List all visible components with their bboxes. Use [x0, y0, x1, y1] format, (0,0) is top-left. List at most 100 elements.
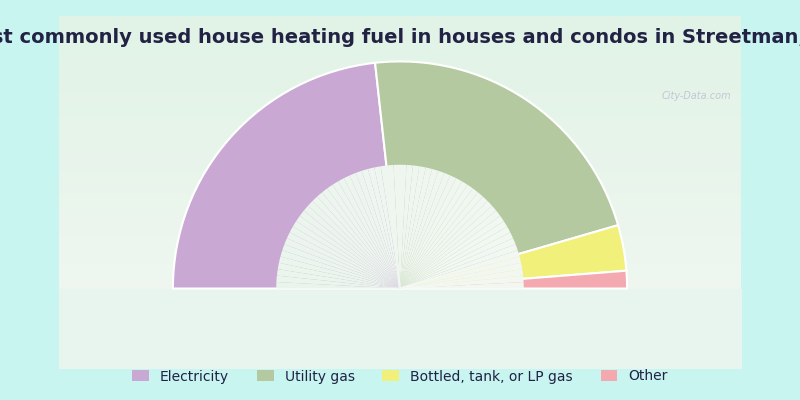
- Bar: [59, 28, 741, 34]
- Bar: [59, 221, 741, 227]
- Bar: [59, 157, 741, 163]
- Bar: [59, 321, 741, 327]
- Wedge shape: [362, 169, 400, 288]
- Bar: [59, 122, 741, 128]
- Bar: [59, 333, 741, 339]
- Bar: [59, 344, 741, 350]
- Wedge shape: [356, 171, 400, 288]
- Wedge shape: [400, 166, 419, 288]
- Wedge shape: [400, 244, 518, 288]
- Wedge shape: [400, 269, 523, 288]
- Bar: [59, 251, 741, 256]
- Bar: [59, 339, 741, 344]
- Bar: [59, 245, 741, 251]
- Legend: Electricity, Utility gas, Bottled, tank, or LP gas, Other: Electricity, Utility gas, Bottled, tank,…: [126, 364, 674, 389]
- Bar: [59, 168, 741, 174]
- Bar: [59, 86, 741, 92]
- Wedge shape: [400, 169, 438, 288]
- Wedge shape: [400, 206, 496, 288]
- Wedge shape: [387, 165, 400, 288]
- Wedge shape: [400, 282, 524, 288]
- Wedge shape: [400, 165, 413, 288]
- Wedge shape: [400, 250, 519, 288]
- Wedge shape: [300, 211, 400, 288]
- Bar: [59, 163, 741, 168]
- Bar: [59, 80, 741, 86]
- Wedge shape: [400, 276, 523, 288]
- Wedge shape: [338, 178, 400, 288]
- Wedge shape: [400, 196, 487, 288]
- Wedge shape: [276, 282, 400, 288]
- Bar: [59, 92, 741, 98]
- Bar: [59, 45, 741, 51]
- Wedge shape: [296, 216, 400, 288]
- Bar: [59, 256, 741, 262]
- Wedge shape: [400, 232, 513, 288]
- Wedge shape: [173, 63, 400, 288]
- Bar: [59, 227, 741, 233]
- Bar: [59, 268, 741, 274]
- Wedge shape: [400, 201, 492, 288]
- Wedge shape: [290, 227, 400, 288]
- Bar: [59, 128, 741, 133]
- Wedge shape: [308, 201, 400, 288]
- Wedge shape: [400, 225, 626, 288]
- Bar: [59, 280, 741, 286]
- Bar: [59, 327, 741, 333]
- Wedge shape: [344, 176, 400, 288]
- Wedge shape: [304, 206, 400, 288]
- Bar: [59, 239, 741, 245]
- Bar: [59, 34, 741, 40]
- Bar: [59, 139, 741, 145]
- Bar: [59, 180, 741, 186]
- Bar: [59, 104, 741, 110]
- Bar: [59, 40, 741, 45]
- Wedge shape: [293, 221, 400, 288]
- Wedge shape: [400, 263, 522, 288]
- Bar: [59, 210, 741, 216]
- Bar: [59, 116, 741, 122]
- Wedge shape: [400, 173, 450, 288]
- Bar: [59, 63, 741, 69]
- Wedge shape: [400, 221, 507, 288]
- Wedge shape: [400, 256, 521, 288]
- Bar: [59, 298, 741, 304]
- Bar: [59, 304, 741, 309]
- Bar: [59, 262, 741, 268]
- Wedge shape: [400, 176, 456, 288]
- Bar: [59, 22, 741, 28]
- Wedge shape: [287, 232, 400, 288]
- Wedge shape: [400, 227, 510, 288]
- Wedge shape: [322, 188, 400, 288]
- Bar: [59, 75, 741, 80]
- Wedge shape: [400, 178, 462, 288]
- Bar: [59, 151, 741, 157]
- Wedge shape: [327, 185, 400, 288]
- Wedge shape: [374, 166, 400, 288]
- Wedge shape: [400, 192, 483, 288]
- Wedge shape: [400, 216, 504, 288]
- Wedge shape: [400, 181, 467, 288]
- Wedge shape: [333, 181, 400, 288]
- Bar: [59, 286, 741, 292]
- Wedge shape: [368, 168, 400, 288]
- Wedge shape: [400, 171, 444, 288]
- Bar: [59, 198, 741, 204]
- Bar: [59, 204, 741, 210]
- Wedge shape: [394, 165, 400, 288]
- Bar: [59, 309, 741, 315]
- Text: Most commonly used house heating fuel in houses and condos in Streetman, TX: Most commonly used house heating fuel in…: [0, 28, 800, 47]
- Bar: [59, 186, 741, 192]
- Bar: [59, 145, 741, 151]
- Wedge shape: [400, 165, 406, 288]
- Bar: [59, 51, 741, 57]
- Wedge shape: [350, 173, 400, 288]
- Bar: [59, 233, 741, 239]
- Text: City-Data.com: City-Data.com: [661, 91, 731, 101]
- Wedge shape: [400, 185, 473, 288]
- Bar: [59, 315, 741, 321]
- Bar: [59, 192, 741, 198]
- Wedge shape: [381, 166, 400, 288]
- Bar: [59, 292, 741, 298]
- Wedge shape: [277, 276, 400, 288]
